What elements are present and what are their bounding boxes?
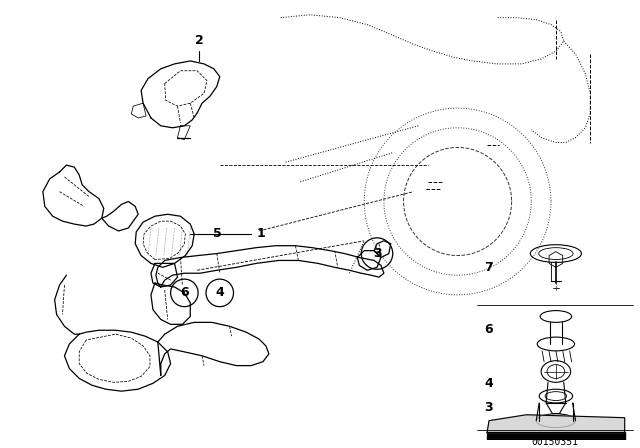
- Text: 5: 5: [213, 228, 221, 241]
- Text: 4: 4: [484, 377, 493, 390]
- Text: 3: 3: [484, 401, 493, 414]
- Text: 00150351: 00150351: [531, 437, 579, 448]
- Text: 2: 2: [195, 34, 204, 47]
- Text: 4: 4: [216, 286, 224, 299]
- Text: 6: 6: [484, 323, 493, 336]
- Bar: [487, 432, 625, 440]
- Text: 1: 1: [256, 228, 265, 241]
- Polygon shape: [487, 415, 625, 432]
- Text: 7: 7: [484, 261, 493, 274]
- Text: 6: 6: [180, 286, 189, 299]
- Text: 3: 3: [372, 247, 381, 260]
